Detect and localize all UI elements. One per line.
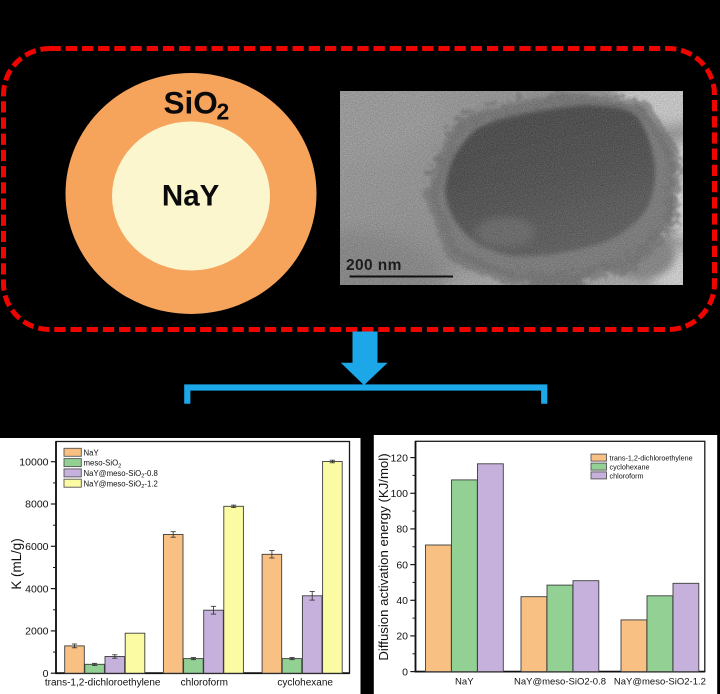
svg-text:120: 120: [390, 452, 408, 464]
svg-text:NaY@meso-SiO2-1.2: NaY@meso-SiO2-1.2: [84, 479, 158, 490]
svg-text:NaY: NaY: [162, 180, 220, 213]
svg-text:chloroform: chloroform: [610, 471, 644, 480]
svg-text:2000: 2000: [25, 626, 49, 638]
svg-text:2: 2: [217, 99, 230, 125]
svg-text:NaY@meso-SiO2-0.8: NaY@meso-SiO2-0.8: [514, 677, 606, 688]
svg-text:0: 0: [402, 666, 408, 678]
svg-text:NaY: NaY: [455, 677, 474, 688]
svg-text:200 nm: 200 nm: [346, 257, 402, 274]
svg-text:cyclohexane: cyclohexane: [277, 678, 333, 689]
svg-text:NaY@meso-SiO2-1.2: NaY@meso-SiO2-1.2: [614, 677, 706, 688]
svg-text:trans-1,2-dichloroethylene: trans-1,2-dichloroethylene: [45, 678, 161, 689]
svg-text:20: 20: [396, 631, 408, 643]
svg-text:80: 80: [396, 524, 408, 536]
svg-text:Diffusion activation energy (K: Diffusion activation energy (KJ/mol): [376, 453, 391, 660]
svg-text:4000: 4000: [25, 583, 49, 595]
svg-text:cyclohexane: cyclohexane: [610, 463, 650, 472]
svg-text:NaY@meso-SiO2-0.8: NaY@meso-SiO2-0.8: [84, 469, 158, 480]
svg-text:meso-SiO2: meso-SiO2: [84, 459, 122, 470]
svg-text:60: 60: [396, 559, 408, 571]
svg-text:40: 40: [396, 595, 408, 607]
svg-text:NaY: NaY: [84, 448, 100, 457]
svg-text:trans-1,2-dichloroethylene: trans-1,2-dichloroethylene: [610, 454, 693, 463]
svg-text:0: 0: [43, 668, 49, 680]
svg-text:10000: 10000: [19, 456, 48, 468]
svg-text:K (mL/g): K (mL/g): [9, 538, 24, 589]
svg-text:chloroform: chloroform: [181, 678, 228, 689]
svg-text:SiO: SiO: [164, 84, 218, 120]
svg-text:6000: 6000: [25, 541, 49, 553]
svg-text:8000: 8000: [25, 499, 49, 511]
svg-text:100: 100: [390, 488, 408, 500]
